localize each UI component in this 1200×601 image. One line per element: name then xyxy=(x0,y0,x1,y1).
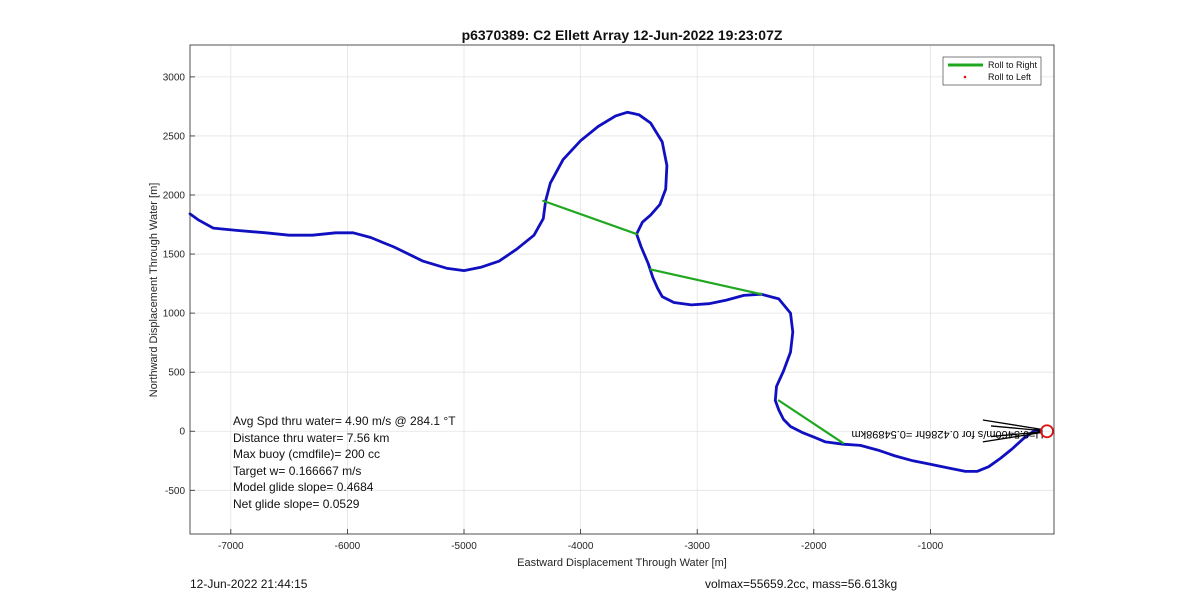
grid-lines xyxy=(190,45,1054,534)
roll-right-segment xyxy=(542,199,638,236)
current-arrow-line xyxy=(990,425,1043,432)
annotation-net-glide: Net glide slope= 0.0529 xyxy=(233,497,360,511)
stats-annotation: Avg Spd thru water= 4.90 m/s @ 284.1 °T … xyxy=(233,414,456,511)
annotation-target-w: Target w= 0.166667 m/s xyxy=(233,464,361,478)
y-tick-label: 2500 xyxy=(163,131,186,142)
legend-roll-left-label: Roll to Left xyxy=(988,72,1032,82)
x-tick-label: -1000 xyxy=(918,541,944,552)
current-arrow-line xyxy=(982,431,1043,443)
x-tick-label: -2000 xyxy=(801,541,827,552)
depth-avg-current-label: U=0.5460m/s for 0.4286hr =0.54898km xyxy=(851,428,1043,440)
roll-right-segment xyxy=(649,268,763,296)
plot-area xyxy=(190,45,1054,534)
current-arrow-line xyxy=(990,431,1043,438)
x-tick-label: -6000 xyxy=(335,541,361,552)
end-position-marker xyxy=(1040,424,1054,439)
chart-title: p6370389: C2 Ellett Array 12-Jun-2022 19… xyxy=(462,27,783,43)
y-tick-label: 1500 xyxy=(163,250,186,261)
legend-roll-left-swatch xyxy=(963,75,967,79)
annotation-avg-speed: Avg Spd thru water= 4.90 m/s @ 284.1 °T xyxy=(233,414,456,428)
annotation-max-buoy: Max buoy (cmdfile)= 200 cc xyxy=(233,447,380,461)
overlay-marks: U=0.5460m/s for 0.4286hr =0.54898km xyxy=(851,419,1054,443)
y-tick-label: 2000 xyxy=(163,191,186,202)
glider-track-line xyxy=(188,110,1043,473)
axis-ticks: -7000 -6000 -5000 -4000 -3000 -2000 -1000-5000… xyxy=(163,72,944,552)
y-tick-label: 500 xyxy=(168,368,185,379)
x-axis-label: Eastward Displacement Through Water [m] xyxy=(517,557,727,569)
legend-roll-right-label: Roll to Right xyxy=(988,60,1038,70)
y-tick-label: 0 xyxy=(179,427,185,438)
legend-box xyxy=(942,56,1042,86)
y-tick-label: -500 xyxy=(165,486,185,497)
plot-frame xyxy=(189,44,1055,535)
x-tick-label: -3000 xyxy=(684,541,710,552)
roll-right-segment xyxy=(777,399,845,445)
y-tick-label: 1000 xyxy=(163,309,186,320)
x-tick-label: -5000 xyxy=(451,541,477,552)
footer-timestamp: 12-Jun-2022 21:44:15 xyxy=(190,577,308,591)
y-tick-label: 3000 xyxy=(163,72,186,83)
x-tick-label: -7000 xyxy=(218,541,244,552)
y-axis-label: Northward Displacement Through Water [m] xyxy=(148,183,160,398)
annotation-model-glide: Model glide slope= 0.4684 xyxy=(233,480,374,494)
x-tick-label: -4000 xyxy=(568,541,594,552)
footer-vehicle-params: volmax=55659.2cc, mass=56.613kg xyxy=(705,577,898,591)
current-arrow-line xyxy=(982,419,1043,431)
annotation-distance: Distance thru water= 7.56 km xyxy=(233,431,389,445)
legend: Roll to Right Roll to Left xyxy=(942,56,1042,86)
series-lines xyxy=(188,110,1043,473)
